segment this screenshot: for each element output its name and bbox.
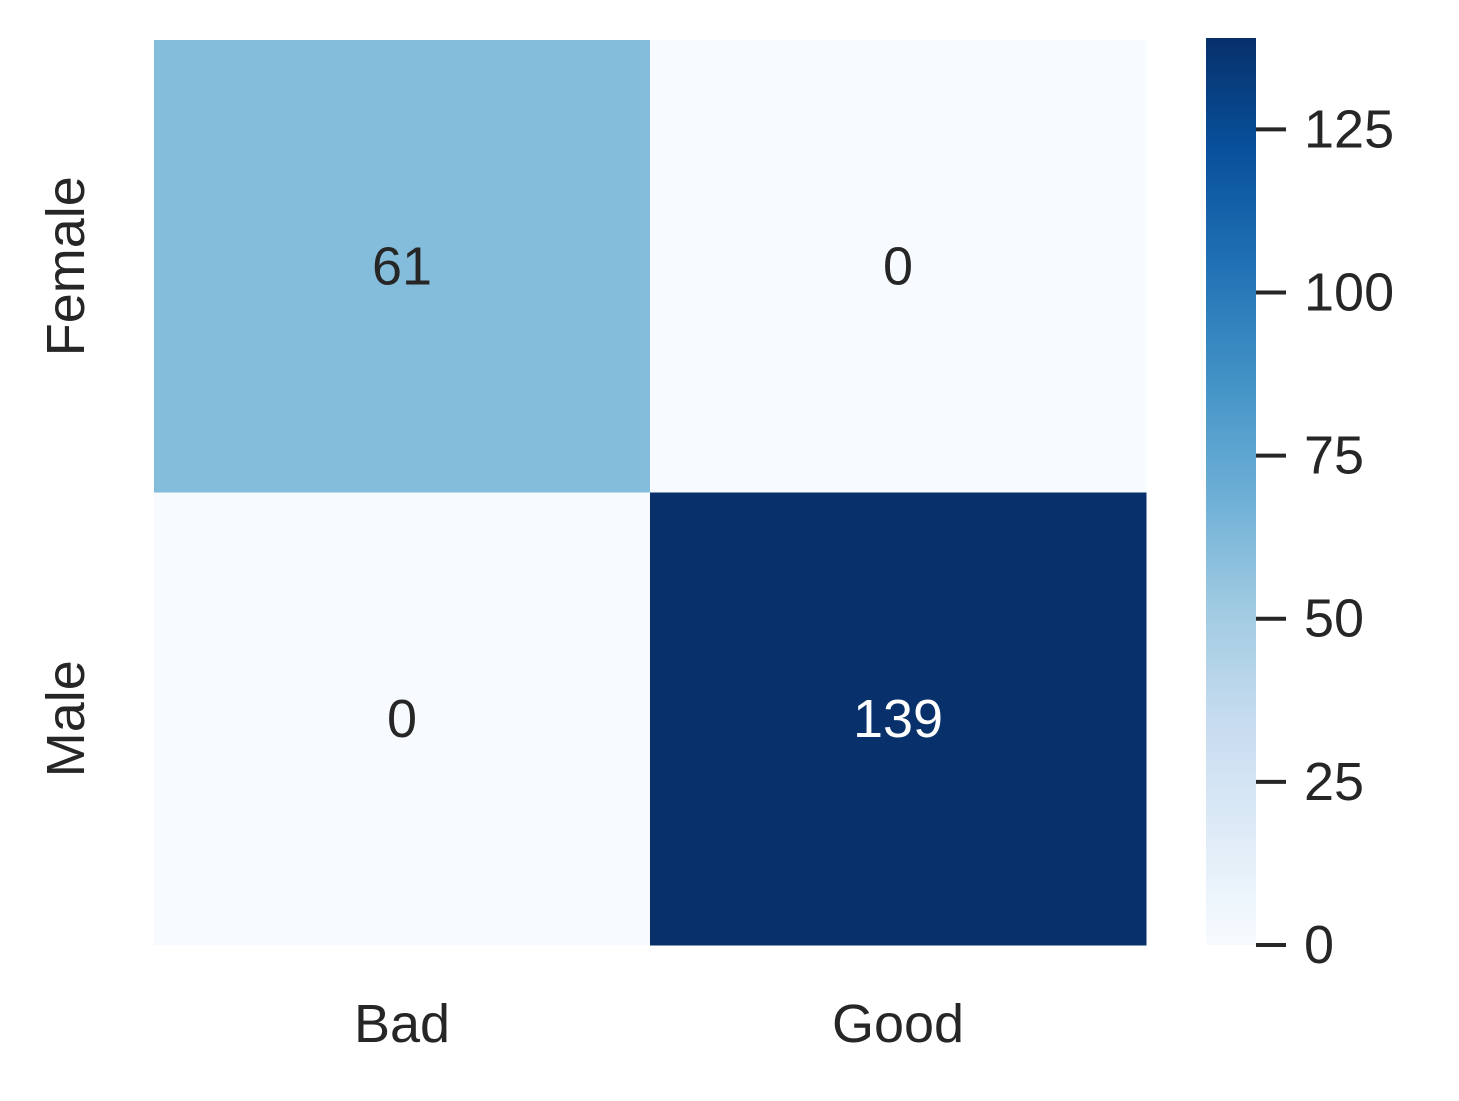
colorbar-tick-label: 50: [1304, 589, 1364, 649]
x-tick-label: Good: [832, 994, 964, 1054]
heatmap-cell: [650, 492, 1147, 946]
colorbar-tick-label: 0: [1304, 915, 1334, 975]
heatmap-cell: [650, 40, 1147, 493]
y-tick-label: Male: [36, 660, 96, 777]
cell-label: 0: [883, 236, 913, 296]
heatmap-cell: [154, 492, 651, 946]
colorbar-tick-label: 100: [1304, 262, 1394, 322]
cell-label: 139: [853, 689, 943, 749]
colorbar-tick-label: 125: [1304, 99, 1394, 159]
y-tick-label: Female: [36, 176, 96, 356]
heatmap-cell: [154, 40, 651, 493]
cell-label: 0: [387, 689, 417, 749]
colorbar-tick-label: 25: [1304, 752, 1364, 812]
colorbar-tick-label: 75: [1304, 426, 1364, 486]
colorbar: [1206, 38, 1256, 945]
x-tick-label: Bad: [354, 994, 450, 1054]
cell-label: 61: [372, 236, 432, 296]
